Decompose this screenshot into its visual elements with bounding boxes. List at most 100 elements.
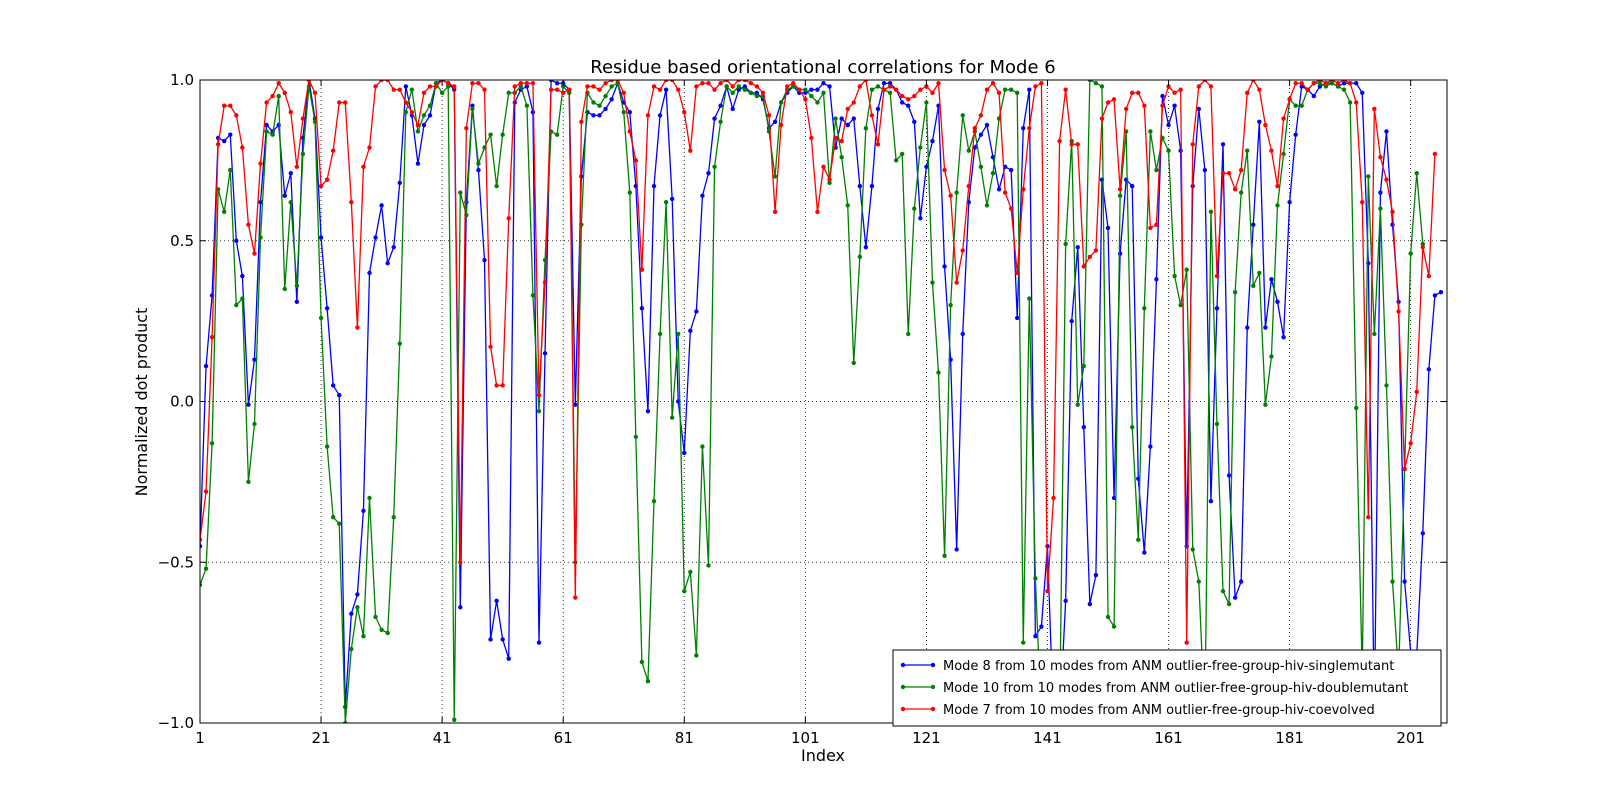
data-point [1087, 80, 1093, 83]
data-point [833, 135, 838, 141]
data-point [1226, 473, 1232, 478]
data-point [906, 97, 911, 102]
data-point [954, 190, 959, 195]
data-point [918, 145, 923, 150]
data-point [682, 109, 687, 115]
data-point [1281, 116, 1286, 121]
data-point [415, 122, 421, 128]
data-point [1384, 383, 1389, 388]
data-point [415, 129, 421, 134]
data-point [458, 605, 463, 610]
data-point [343, 720, 348, 723]
legend-marker [900, 662, 906, 668]
data-point [1414, 389, 1419, 395]
data-point [1063, 87, 1068, 92]
data-point [1166, 148, 1171, 153]
data-point [1214, 306, 1220, 311]
data-point [1202, 80, 1208, 83]
data-point [397, 87, 402, 92]
data-point [730, 106, 735, 112]
data-point [579, 119, 584, 124]
data-point [639, 659, 645, 665]
data-point [1045, 588, 1050, 594]
data-point [379, 80, 384, 83]
data-point [1166, 84, 1171, 89]
data-point [827, 177, 832, 182]
data-point [554, 81, 560, 86]
data-point [1033, 576, 1038, 581]
data-point [1099, 84, 1105, 89]
data-point [688, 148, 693, 153]
data-point [488, 344, 493, 350]
data-point [1008, 87, 1014, 92]
data-point [264, 129, 269, 134]
data-point [1426, 367, 1432, 372]
data-point [984, 87, 990, 92]
data-point [996, 187, 1002, 192]
data-point [1021, 187, 1026, 192]
data-point [506, 656, 511, 661]
data-point [1372, 106, 1377, 112]
data-point [1220, 588, 1226, 594]
data-point [609, 80, 614, 83]
data-point [1160, 103, 1165, 108]
data-point [524, 81, 530, 86]
data-point [839, 116, 844, 121]
data-point [1087, 254, 1093, 260]
data-point [1093, 81, 1099, 86]
data-point [554, 132, 560, 137]
data-point [1111, 97, 1117, 102]
data-point [349, 611, 354, 616]
data-point [524, 84, 530, 89]
data-point [700, 193, 705, 198]
data-point [270, 93, 275, 99]
data-point [597, 113, 602, 118]
data-point [918, 87, 923, 92]
data-point [518, 84, 524, 89]
data-point [391, 515, 396, 520]
data-point [700, 444, 705, 449]
data-point [524, 103, 530, 108]
data-point [288, 109, 293, 115]
legend-marker [930, 662, 936, 668]
data-point [978, 132, 984, 137]
data-point [1238, 167, 1244, 173]
data-point [1354, 405, 1359, 411]
data-point [1069, 318, 1074, 324]
data-point [676, 331, 681, 337]
axis-ticks: 1 21 41 61 81 101 121 141 161 181 201−1.0−0.50.00.… [158, 71, 1447, 747]
y-tick-label: 0.0 [170, 393, 194, 411]
series-3 [200, 80, 1438, 645]
data-point [1299, 103, 1304, 108]
data-point [627, 190, 632, 195]
data-point [1178, 148, 1183, 153]
data-point [494, 383, 499, 388]
chart-title: Residue based orientational correlations… [590, 57, 1055, 78]
data-point [1208, 209, 1214, 215]
grid [200, 80, 1447, 723]
data-point [1111, 495, 1117, 501]
data-point [887, 90, 893, 96]
data-point [1372, 331, 1377, 337]
data-point [875, 106, 881, 112]
data-point [899, 100, 905, 105]
data-point [1323, 84, 1329, 89]
data-point [1232, 289, 1238, 295]
data-point [1178, 87, 1183, 92]
data-point [730, 90, 735, 96]
data-point [990, 81, 996, 86]
data-point [403, 84, 409, 89]
data-point [1136, 90, 1141, 96]
data-point [1257, 119, 1262, 124]
data-point [585, 84, 590, 89]
y-axis-label: Normalized dot product [132, 308, 151, 497]
data-point [470, 106, 475, 112]
data-point [1281, 151, 1286, 157]
data-point [200, 543, 203, 549]
data-point [1238, 190, 1244, 195]
data-point [500, 637, 505, 642]
data-point [1232, 595, 1238, 600]
data-point [851, 116, 856, 121]
data-point [603, 106, 608, 112]
data-point [391, 244, 396, 250]
